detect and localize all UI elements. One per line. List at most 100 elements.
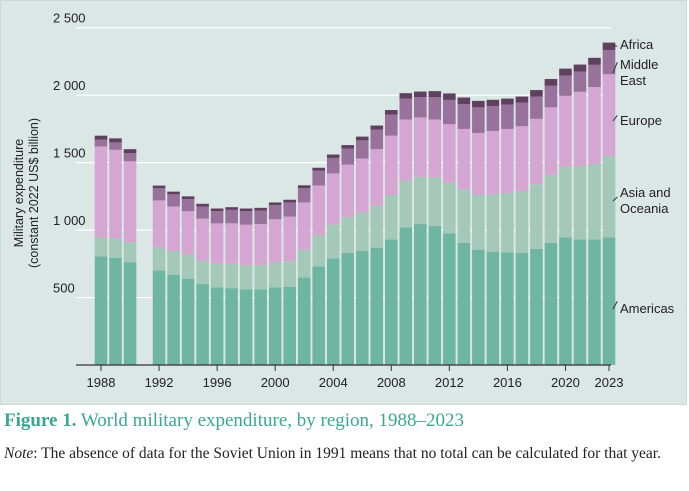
bar-africa-2005 bbox=[341, 145, 355, 149]
bar-americas-2008 bbox=[384, 239, 398, 365]
figure-caption: Figure 1. World military expenditure, by… bbox=[4, 410, 464, 432]
bar-middle-east-2007 bbox=[370, 129, 384, 150]
bar-europe-2016 bbox=[501, 128, 514, 193]
bar-americas-2014 bbox=[472, 249, 485, 365]
bar-asia-and-oceania-2013 bbox=[457, 189, 471, 243]
bar-europe-2002 bbox=[297, 202, 311, 250]
bar-europe-2008 bbox=[384, 135, 398, 196]
bar-americas-2017 bbox=[515, 253, 529, 365]
bar-middle-east-2023 bbox=[602, 50, 616, 75]
bar-middle-east-2013 bbox=[457, 103, 471, 129]
bar-asia-and-oceania-2019 bbox=[544, 174, 558, 243]
legend-leader-line bbox=[612, 61, 618, 74]
x-tick-label: 1988 bbox=[87, 375, 116, 390]
bar-asia-and-oceania-2022 bbox=[588, 164, 601, 240]
bar-americas-2010 bbox=[414, 224, 427, 365]
bar-africa-2022 bbox=[588, 57, 601, 65]
bar-africa-2006 bbox=[355, 136, 369, 141]
legend-leader-line bbox=[612, 196, 618, 202]
bar-middle-east-2019 bbox=[544, 85, 558, 108]
bar-middle-east-2006 bbox=[355, 140, 369, 159]
bar-europe-2015 bbox=[486, 130, 500, 195]
bar-middle-east-2018 bbox=[530, 96, 543, 119]
bar-africa-2004 bbox=[326, 154, 340, 158]
note-text: : The absence of data for the Soviet Uni… bbox=[33, 445, 661, 462]
bar-middle-east-2003 bbox=[312, 170, 326, 186]
bar-asia-and-oceania-2009 bbox=[399, 180, 413, 228]
y-tick-label: 500 bbox=[53, 281, 75, 296]
bar-europe-1996 bbox=[210, 223, 224, 264]
bar-europe-2000 bbox=[268, 219, 282, 263]
bar-americas-2022 bbox=[588, 239, 601, 365]
bar-europe-2023 bbox=[602, 74, 616, 157]
bar-americas-1993 bbox=[167, 274, 180, 365]
bar-middle-east-2009 bbox=[399, 98, 413, 120]
bar-americas-1998 bbox=[239, 289, 253, 365]
bar-europe-2001 bbox=[283, 216, 296, 262]
bar-asia-and-oceania-2007 bbox=[370, 205, 384, 248]
bar-americas-2016 bbox=[501, 252, 514, 365]
legend-label-europe: Europe bbox=[620, 113, 662, 128]
bars bbox=[94, 42, 616, 365]
bar-americas-2011 bbox=[428, 226, 442, 365]
bar-asia-and-oceania-2014 bbox=[472, 195, 485, 250]
bar-middle-east-1997 bbox=[225, 209, 238, 224]
bar-asia-and-oceania-1992 bbox=[152, 247, 166, 271]
bar-asia-and-oceania-2000 bbox=[268, 262, 282, 288]
bar-africa-1994 bbox=[181, 196, 195, 200]
bar-africa-2008 bbox=[384, 110, 398, 115]
bar-americas-2019 bbox=[544, 242, 558, 365]
bar-europe-2007 bbox=[370, 149, 384, 206]
x-tick-label: 2020 bbox=[551, 375, 580, 390]
figure-title: World military expenditure, by region, 1… bbox=[76, 410, 465, 431]
bar-middle-east-2005 bbox=[341, 148, 355, 165]
bar-europe-2020 bbox=[559, 95, 572, 167]
bar-africa-2001 bbox=[283, 199, 296, 203]
bar-asia-and-oceania-2011 bbox=[428, 177, 442, 227]
bar-middle-east-2015 bbox=[486, 105, 500, 131]
bar-africa-1993 bbox=[167, 191, 180, 195]
bar-americas-1992 bbox=[152, 270, 166, 365]
bar-middle-east-1996 bbox=[210, 211, 224, 224]
bar-europe-2010 bbox=[414, 117, 427, 177]
bar-americas-1989 bbox=[109, 257, 122, 365]
bar-africa-2018 bbox=[530, 90, 543, 97]
bar-africa-2016 bbox=[501, 98, 514, 105]
bar-africa-1988 bbox=[94, 135, 108, 140]
bar-africa-2023 bbox=[602, 42, 616, 50]
bar-europe-2017 bbox=[515, 126, 529, 191]
bar-americas-2003 bbox=[312, 266, 326, 365]
bar-americas-2009 bbox=[399, 227, 413, 365]
bar-americas-2023 bbox=[602, 237, 616, 365]
bar-europe-1990 bbox=[123, 161, 137, 243]
bar-asia-and-oceania-2008 bbox=[384, 195, 398, 240]
bar-europe-1988 bbox=[94, 146, 108, 238]
bar-middle-east-1998 bbox=[239, 211, 253, 225]
bar-asia-and-oceania-2016 bbox=[501, 193, 514, 253]
x-tick-label: 2012 bbox=[435, 375, 464, 390]
bar-middle-east-2008 bbox=[384, 114, 398, 136]
bar-africa-2021 bbox=[573, 64, 587, 72]
x-tick-label: 2004 bbox=[319, 375, 348, 390]
bar-africa-2003 bbox=[312, 167, 326, 171]
bar-europe-1993 bbox=[167, 206, 180, 252]
bar-africa-2015 bbox=[486, 99, 500, 106]
bar-middle-east-2014 bbox=[472, 107, 485, 133]
bar-americas-2012 bbox=[443, 233, 456, 365]
bar-middle-east-2011 bbox=[428, 97, 442, 120]
bar-asia-and-oceania-2004 bbox=[326, 224, 340, 259]
axes: 500 1 000 1 500 2 000 2 500 1988 1992 1996 2000 2… bbox=[53, 11, 623, 390]
x-tick-label: 2016 bbox=[493, 375, 522, 390]
bar-americas-2007 bbox=[370, 247, 384, 365]
bar-americas-1990 bbox=[123, 262, 137, 365]
legend-label-americas: Americas bbox=[620, 301, 675, 316]
bar-americas-1988 bbox=[94, 256, 108, 365]
bar-asia-and-oceania-1998 bbox=[239, 265, 253, 290]
bar-europe-2022 bbox=[588, 87, 601, 164]
bar-africa-2000 bbox=[268, 202, 282, 206]
bar-asia-and-oceania-1993 bbox=[167, 251, 180, 275]
bar-europe-1995 bbox=[196, 218, 209, 261]
legend: Americas Asia and Oceania Europe Middle East A… bbox=[612, 37, 675, 316]
bar-middle-east-1990 bbox=[123, 153, 137, 162]
bar-europe-2003 bbox=[312, 185, 326, 236]
